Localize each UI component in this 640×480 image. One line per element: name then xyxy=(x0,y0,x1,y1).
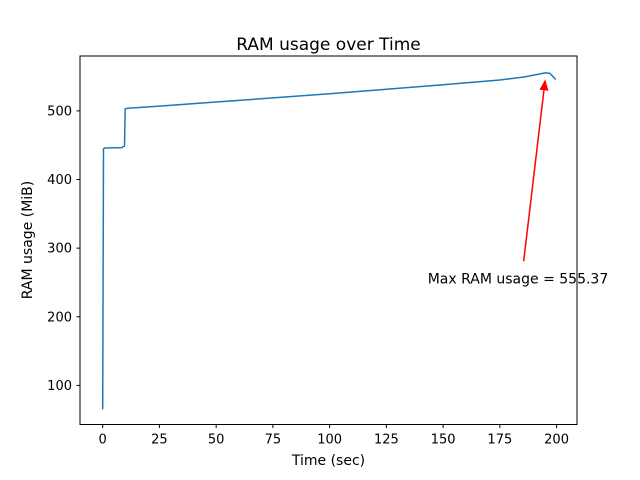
x-axis-label: Time (sec) xyxy=(291,453,365,469)
x-tick-label: 0 xyxy=(99,433,107,448)
x-tick-label: 50 xyxy=(208,433,225,448)
annotation-arrow-shaft xyxy=(522,90,545,262)
annotation-label: Max RAM usage = 555.37 xyxy=(428,271,609,287)
x-tick-label: 125 xyxy=(374,433,399,448)
axis-ticks: 0 25 50 75 100 125 150 175 200 100 200 300 400 500 xyxy=(47,104,569,447)
y-tick-label: 100 xyxy=(47,379,72,394)
ram-usage-line xyxy=(101,72,557,410)
plot-area xyxy=(79,55,578,425)
y-axis-label: RAM usage (MiB) xyxy=(20,181,36,299)
x-tick-label: 175 xyxy=(487,433,512,448)
x-tick-label: 150 xyxy=(431,433,456,448)
chart-title: RAM usage over Time xyxy=(236,35,420,55)
y-tick-label: 400 xyxy=(47,173,72,188)
x-tick-label: 75 xyxy=(265,433,282,448)
data-series xyxy=(101,72,557,410)
x-tick-label: 200 xyxy=(544,433,569,448)
x-tick-label: 100 xyxy=(317,433,342,448)
annotation-arrow-head xyxy=(539,79,549,91)
x-tick-label: 25 xyxy=(151,433,168,448)
max-annotation: Max RAM usage = 555.37 xyxy=(428,79,609,287)
y-tick-label: 300 xyxy=(47,242,72,257)
y-tick-label: 200 xyxy=(47,310,72,325)
y-tick-label: 500 xyxy=(47,104,72,119)
